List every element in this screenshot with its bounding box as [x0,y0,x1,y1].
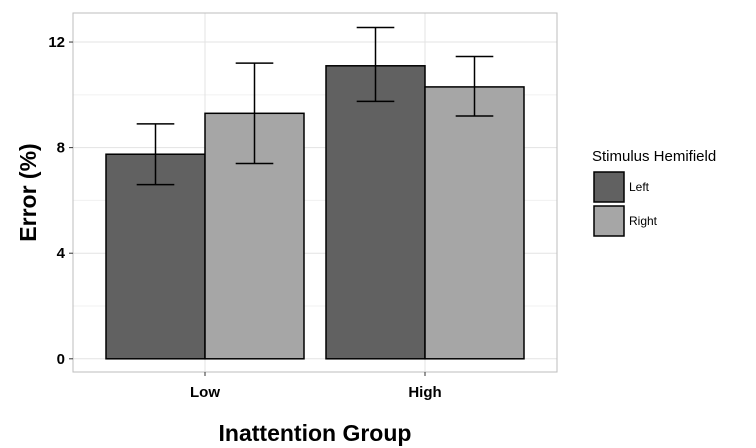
plot-panel-border [72,12,558,373]
x-tick-label-low: Low [190,384,220,401]
legend-title: Stimulus Hemifield [592,148,716,165]
legend-label-left: Left [629,180,650,194]
y-tick-label: 4 [57,245,66,262]
y-axis: 0 4 8 12 [48,34,73,368]
legend-key-left [593,171,625,203]
bar-right-high [424,86,525,360]
x-axis-title: Inattention Group [219,420,412,446]
legend-item-left: Left [593,171,650,203]
legend-items: Left Right [593,171,658,237]
legend-label-right: Right [629,214,658,228]
bar-left-high [325,65,426,360]
x-axis: Low High [190,372,442,401]
plot-panel [72,12,558,373]
bar-left-low [105,153,206,360]
error-bars [136,26,494,186]
error-bar-left-low [136,123,175,186]
bars [105,65,525,360]
legend: Stimulus Hemifield Left Right [592,148,716,237]
y-tick-label: 0 [57,351,65,368]
error-bar-right-high [455,55,494,117]
y-tick-label: 12 [48,34,65,51]
error-bar-right-low [235,62,274,165]
x-tick-label-high: High [408,384,441,401]
legend-key-right [593,205,625,237]
legend-item-right: Right [593,205,658,237]
y-axis-title: Error (%) [15,143,41,241]
y-tick-label: 8 [57,140,65,157]
error-bar-left-high [356,26,395,103]
